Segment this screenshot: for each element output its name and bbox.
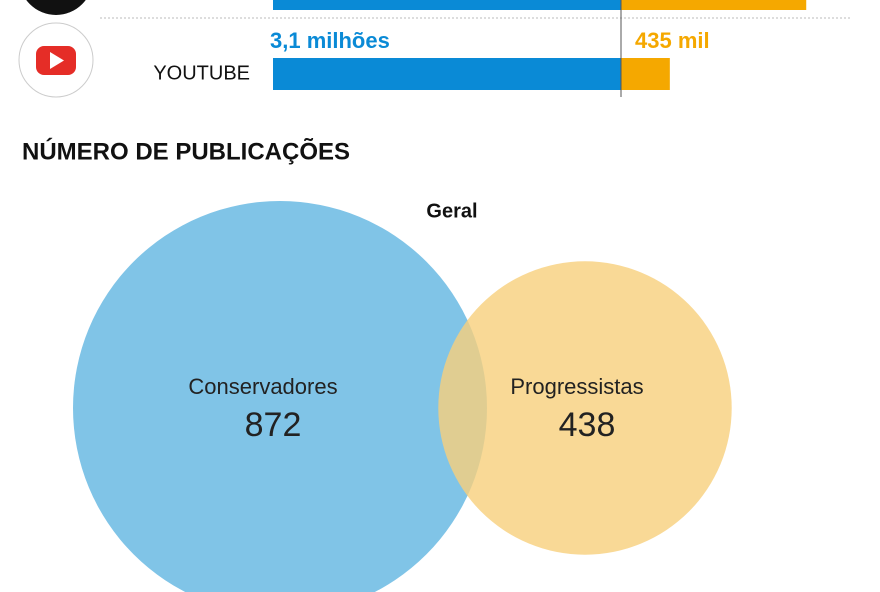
- set-name: Progressistas: [510, 374, 643, 399]
- x-icon: [26, 0, 86, 15]
- youtube-icon-play: [50, 52, 64, 69]
- venn-title: Geral: [426, 200, 477, 222]
- value-label: 435 mil: [635, 28, 710, 53]
- set-value: 872: [245, 406, 302, 444]
- venn-circle: [73, 201, 487, 592]
- venn-circle: [438, 261, 732, 555]
- value-label: 3,1 milhões: [270, 28, 390, 53]
- section-heading: NÚMERO DE PUBLICAÇÕES: [22, 137, 350, 165]
- category-label: YOUTUBE: [153, 62, 250, 84]
- category-label: X: [237, 0, 250, 4]
- bar: [621, 58, 670, 90]
- bar: [621, 0, 807, 10]
- set-name: Conservadores: [188, 374, 337, 399]
- bar: [273, 0, 621, 10]
- set-value: 438: [559, 406, 616, 444]
- bar: [273, 58, 621, 90]
